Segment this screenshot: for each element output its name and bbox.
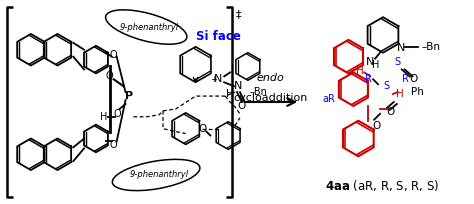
- Text: Ph: Ph: [411, 87, 424, 97]
- Text: S: S: [395, 57, 401, 67]
- Text: O: O: [106, 71, 114, 81]
- Text: N: N: [366, 57, 374, 67]
- Text: aR: aR: [322, 94, 335, 104]
- Text: R: R: [402, 74, 409, 84]
- Text: cycloaddition: cycloaddition: [234, 93, 308, 103]
- Text: 9-phenanthryl: 9-phenanthryl: [129, 171, 189, 180]
- Text: P: P: [126, 91, 134, 101]
- Text: +: +: [210, 75, 217, 84]
- Text: H: H: [396, 89, 404, 99]
- Text: O: O: [410, 74, 418, 84]
- Text: R: R: [365, 74, 372, 84]
- Text: O: O: [198, 124, 207, 134]
- Text: H: H: [356, 67, 364, 76]
- Text: N: N: [234, 81, 242, 91]
- Text: O: O: [110, 140, 118, 150]
- Text: S: S: [383, 81, 389, 91]
- Text: O: O: [110, 50, 118, 60]
- Text: O: O: [114, 109, 121, 119]
- Text: O: O: [387, 107, 395, 117]
- Text: ‡: ‡: [236, 9, 242, 19]
- Text: Si face: Si face: [196, 30, 241, 43]
- Text: O: O: [372, 121, 380, 131]
- Text: $\mathbf{4aa}$ (aR, R, S, R, S): $\mathbf{4aa}$ (aR, R, S, R, S): [325, 178, 439, 193]
- Text: O: O: [238, 101, 246, 111]
- Text: endo: endo: [257, 73, 284, 83]
- Text: H: H: [226, 89, 234, 99]
- Text: H: H: [100, 112, 108, 122]
- Text: N: N: [214, 74, 222, 84]
- Text: –Bn: –Bn: [250, 87, 268, 97]
- Text: N: N: [397, 43, 405, 53]
- Text: –Bn: –Bn: [421, 42, 440, 52]
- Text: H: H: [373, 60, 380, 70]
- Text: 9-phenanthryl: 9-phenanthryl: [119, 22, 179, 32]
